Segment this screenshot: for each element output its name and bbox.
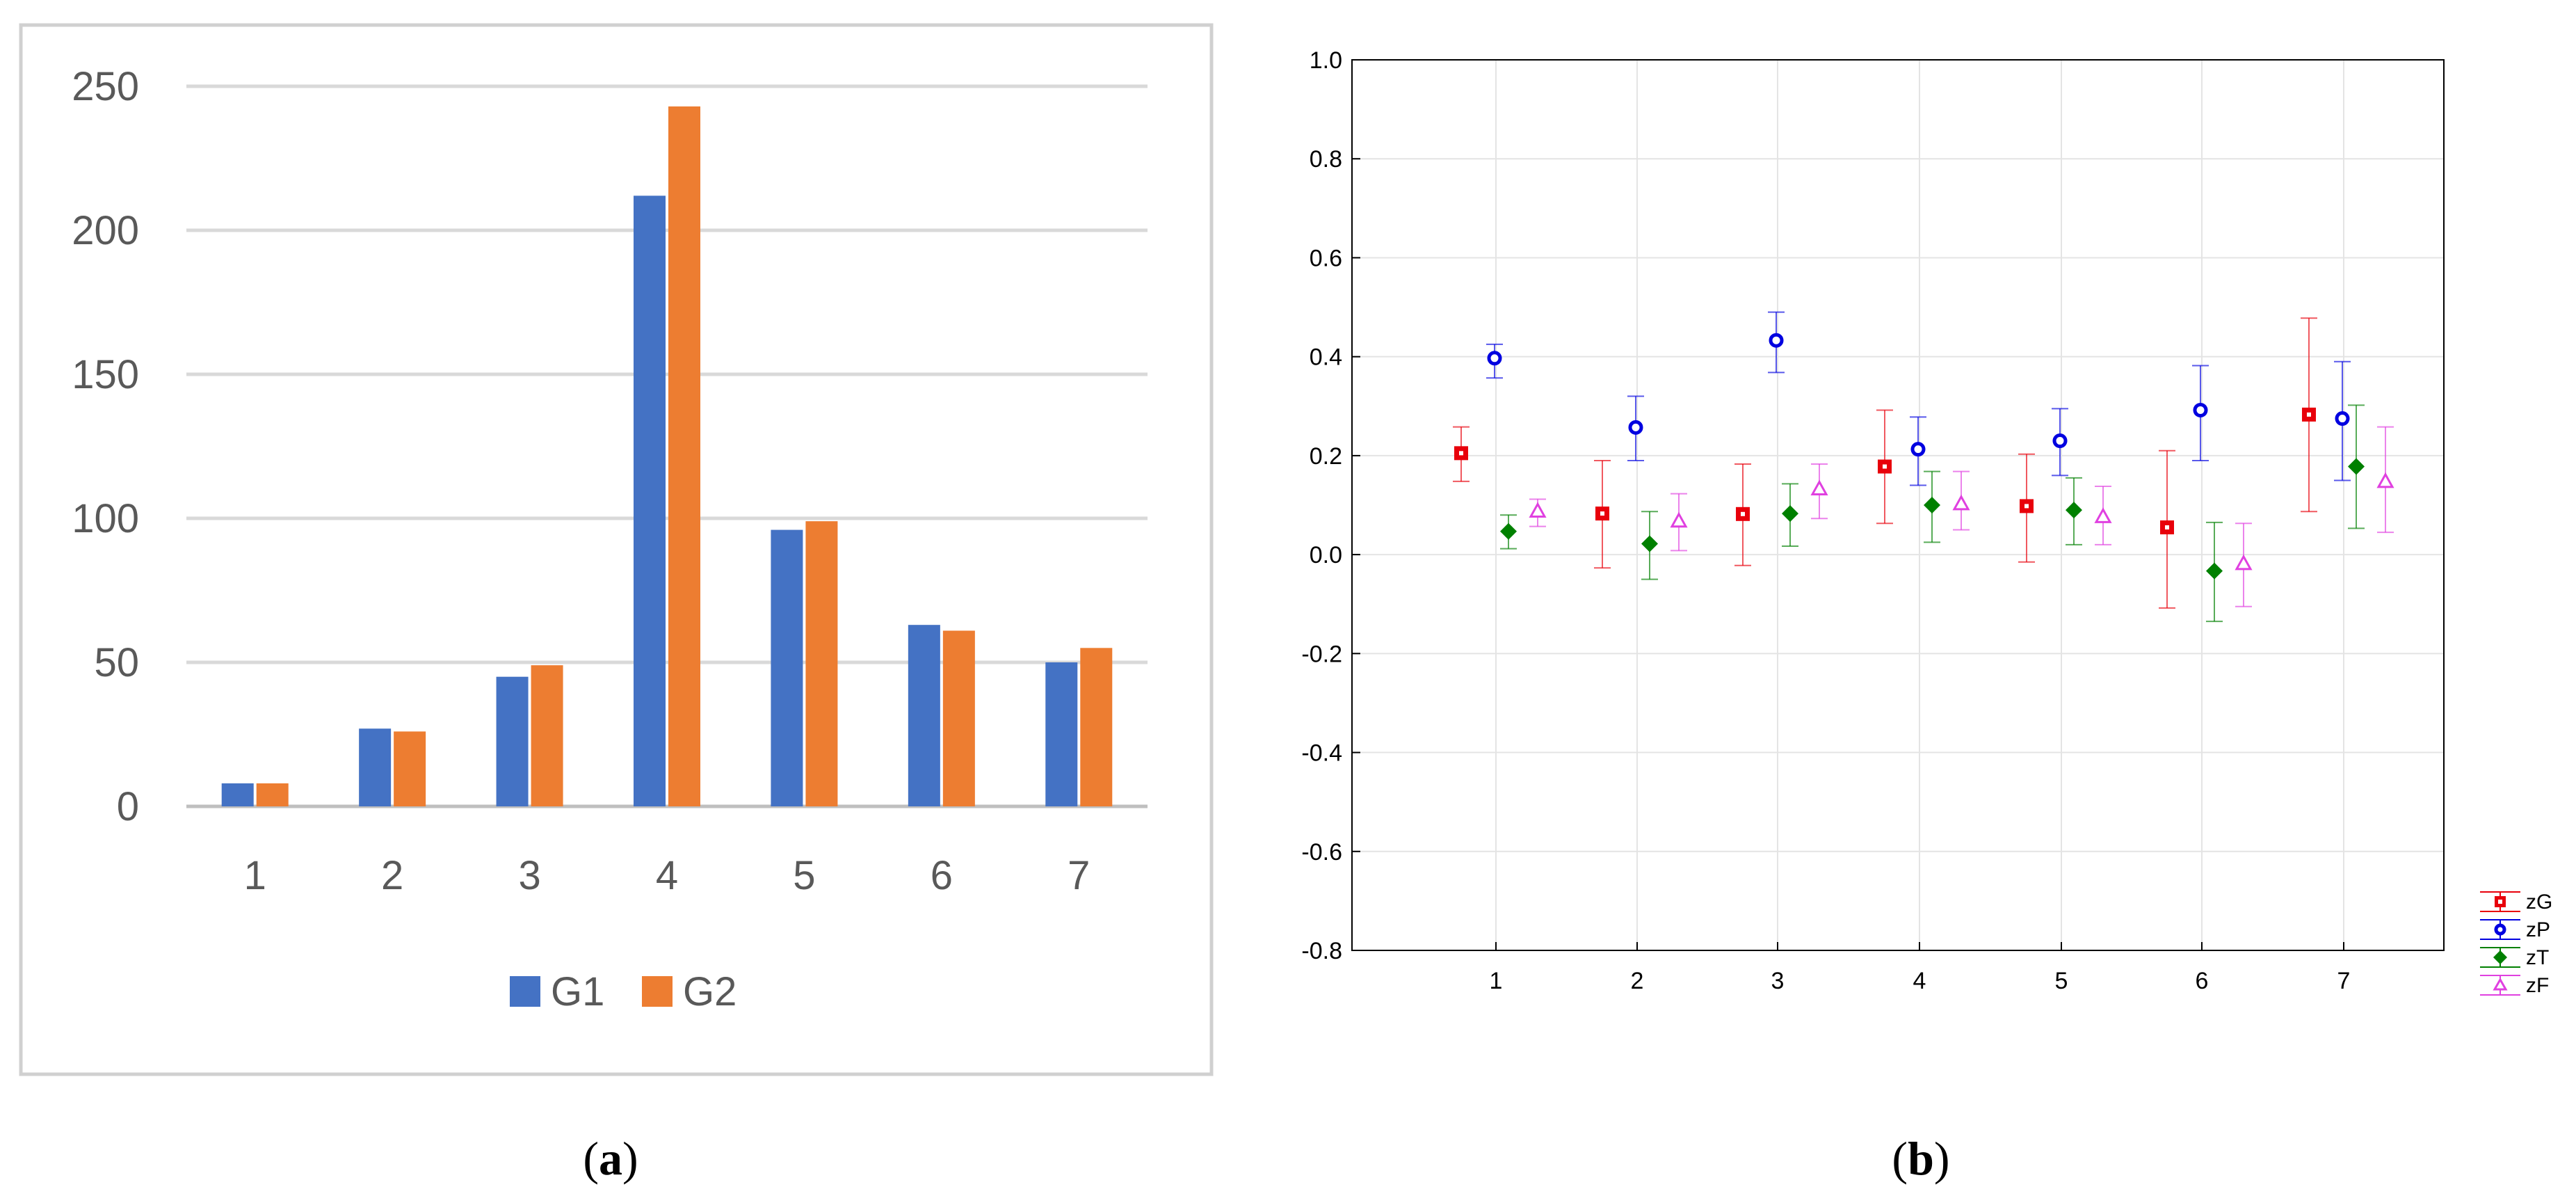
y-tick-label: 100: [72, 496, 139, 541]
marker-zp: [2494, 923, 2506, 936]
marker-center-zg: [2307, 412, 2311, 417]
marker-zp: [2335, 411, 2350, 426]
x-tick-label: 5: [793, 853, 815, 898]
marker-zt: [2348, 458, 2365, 475]
x-tick-label: 6: [931, 853, 953, 898]
marker-zp: [2052, 433, 2068, 449]
x-tick-label: 3: [1771, 968, 1785, 994]
marker-zt: [1782, 505, 1798, 523]
x-tick-label: 1: [1490, 968, 1503, 994]
plot-border: [1351, 59, 2445, 951]
marker-center-zg: [2498, 900, 2502, 904]
x-tick-label: 7: [1068, 853, 1090, 898]
caption-a: (a): [583, 1132, 638, 1185]
legend-label-g1: G1: [551, 969, 604, 1014]
marker-center-zg: [1741, 511, 1745, 516]
bar-g2: [394, 731, 426, 806]
bar-g1: [496, 676, 529, 806]
y-tick-label: 0.8: [1310, 146, 1342, 173]
legend-label-zp: zP: [2526, 918, 2550, 941]
y-tick-label: 0.0: [1310, 542, 1342, 568]
panel-a-frame: [19, 23, 1214, 1076]
legend-swatch-g2: [642, 976, 673, 1007]
marker-zt: [1500, 523, 1517, 540]
caption-a-letter: a: [599, 1132, 622, 1185]
y-tick-label: 0: [117, 784, 139, 829]
x-tick-label: 1: [244, 853, 266, 898]
marker-zp: [1628, 420, 1643, 435]
caption-b-letter: b: [1908, 1132, 1934, 1185]
y-tick-label: 150: [72, 352, 139, 397]
marker-zt: [2206, 562, 2223, 580]
legend-label-zf: zF: [2526, 974, 2549, 997]
errorbar-chart: -0.8 -0.6 -0.4 -0.2 0.0 0.2 0.4 0.6 0.8 1.0 1 2 3 4 5 6…: [1301, 47, 2552, 997]
legend-label-zt: zT: [2526, 946, 2549, 969]
x-tick-label: 7: [2337, 968, 2351, 994]
marker-zf: [2493, 977, 2508, 991]
y-tick-label: -0.6: [1301, 839, 1342, 866]
marker-zf: [1670, 511, 1688, 528]
bar-chart: 0 50 100 150 200 250 1 2 3 4 5 6 7 G1 G2: [72, 64, 1148, 1014]
y-tick-label: 50: [94, 640, 139, 685]
marker-zf: [1810, 479, 1828, 496]
legend-label-g2: G2: [683, 969, 736, 1014]
x-tick-label: 4: [1913, 968, 1926, 994]
bar-g2: [1080, 648, 1113, 806]
x-tick-label: 4: [656, 853, 678, 898]
y-tick-label: 0.6: [1310, 245, 1342, 271]
marker-zp: [1487, 351, 1502, 366]
marker-zf: [2094, 507, 2112, 523]
y-tick-label: -0.2: [1301, 641, 1342, 667]
marker-zp: [1910, 442, 1926, 457]
marker-zp: [1769, 333, 1784, 348]
marker-center-zg: [1883, 464, 1887, 469]
y-tick-label: -0.4: [1301, 740, 1342, 767]
marker-zf: [1952, 494, 1970, 511]
plot-area: [1352, 60, 2444, 950]
marker-center-zg: [1600, 511, 1604, 516]
y-tick-label: 0.2: [1310, 443, 1342, 470]
bar-g1: [1045, 662, 1078, 806]
marker-center-zg: [1459, 451, 1463, 456]
marker-zt: [2066, 502, 2082, 519]
marker-zf: [2376, 472, 2394, 488]
marker-zf: [1529, 502, 1547, 518]
y-tick-label: -0.8: [1301, 938, 1342, 964]
marker-center-zg: [2024, 504, 2029, 509]
caption-b: (b): [1892, 1132, 1949, 1185]
bar-g1: [771, 529, 803, 806]
y-tick-label: 0.4: [1310, 344, 1342, 371]
bar-g1: [221, 783, 254, 806]
y-tick-label: 250: [72, 64, 139, 109]
marker-zt: [1641, 535, 1658, 552]
marker-zp: [2193, 402, 2208, 417]
x-tick-label: 2: [381, 853, 403, 898]
x-tick-label: 2: [1631, 968, 1644, 994]
marker-center-zg: [2165, 525, 2169, 529]
bar-g2: [531, 665, 563, 806]
marker-zf: [2235, 554, 2253, 571]
bar-g2: [942, 630, 975, 806]
bar-g2: [668, 106, 700, 807]
y-tick-label: 1.0: [1310, 47, 1342, 74]
bar-g2: [805, 521, 838, 806]
legend-swatch-g1: [510, 976, 540, 1007]
marker-zt: [2493, 950, 2507, 964]
x-tick-label: 6: [2196, 968, 2209, 994]
bar-g2: [256, 783, 289, 806]
y-tick-label: 200: [72, 208, 139, 253]
legend-label-zg: zG: [2526, 891, 2552, 914]
x-tick-label: 3: [518, 853, 540, 898]
bar-g1: [634, 196, 666, 806]
bar-g1: [359, 728, 392, 806]
marker-zt: [1924, 497, 1940, 513]
bar-g1: [908, 625, 940, 806]
x-tick-label: 5: [2055, 968, 2068, 994]
